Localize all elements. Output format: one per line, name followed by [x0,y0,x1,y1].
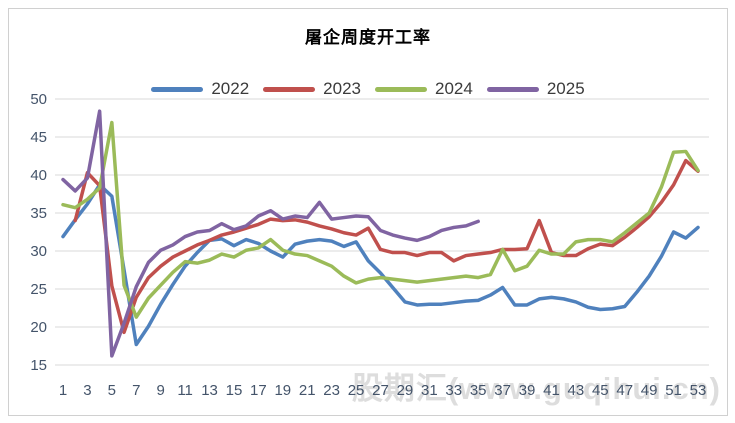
x-tick-label-21: 21 [299,382,316,399]
x-tick-label-31: 31 [421,382,438,399]
y-tick-label-30: 30 [30,243,47,260]
legend-label-2024: 2024 [435,79,473,98]
x-tick-label-45: 45 [592,382,609,399]
series-line-2023 [73,158,700,335]
legend-item-2022: 2022 [151,79,249,99]
watermark: 股期汇(www.guqihui.cn) [352,371,721,406]
y-tick-label-50: 50 [30,91,47,108]
gridlines [55,98,709,366]
x-tick-label-41: 41 [543,382,560,399]
x-tick-label-11: 11 [177,382,193,399]
x-tick-label-15: 15 [226,382,243,399]
y-tick-label-45: 45 [30,129,47,146]
x-tick-label-27: 27 [372,382,389,399]
x-tick-label-3: 3 [83,382,91,399]
x-tick-label-47: 47 [616,382,633,399]
chart-title: 屠企周度开工率 [305,28,431,47]
chart-card: 股期汇(www.guqihui.cn) 15 20 25 30 35 40 45 50 1 3 5 7 9… [8,8,728,416]
legend-item-2025: 2025 [486,79,585,99]
x-tick-label-49: 49 [641,382,658,399]
x-tick-label-17: 17 [250,382,267,399]
series-line-2025 [61,109,480,358]
legend-swatch-2022 [151,86,204,92]
y-tick-label-35: 35 [30,205,47,222]
x-tick-label-13: 13 [201,382,218,399]
legend-label-2022: 2022 [211,79,250,98]
x-tick-label-1: 1 [59,382,67,399]
legend-item-2023: 2023 [263,79,361,99]
legend: 2022 2023 2024 2025 [9,79,727,99]
x-tick-label-35: 35 [470,382,487,399]
y-tick-label-25: 25 [30,281,47,298]
legend-swatch-2023 [263,86,316,92]
x-tick-label-9: 9 [157,382,165,399]
series-line-2024 [61,120,700,319]
legend-item-2024: 2024 [375,79,473,99]
x-tick-label-43: 43 [568,382,585,399]
legend-swatch-2024 [375,86,427,92]
x-tick-label-51: 51 [665,382,682,399]
series-line-2022 [61,183,700,347]
x-tick-label-53: 53 [690,382,707,399]
x-tick-label-39: 39 [519,382,536,399]
y-axis-labels: 15 20 25 30 35 40 45 50 [30,91,47,374]
x-tick-label-29: 29 [397,382,414,399]
x-tick-label-19: 19 [274,382,291,399]
x-tick-label-33: 33 [445,382,462,399]
x-tick-label-5: 5 [108,382,116,399]
x-tick-label-37: 37 [494,382,511,399]
legend-label-2025: 2025 [546,79,585,98]
y-tick-label-15: 15 [30,357,47,374]
y-tick-label-40: 40 [30,167,47,184]
x-axis-labels: 1 3 5 7 9 11 13 15 17 19 21 23 25 27 29 31 33 35 37 39 41 43 4… [59,382,707,399]
x-tick-label-25: 25 [348,382,365,399]
legend-swatch-2025 [486,86,539,92]
y-tick-label-20: 20 [30,319,47,336]
legend-label-2023: 2023 [323,79,361,98]
x-tick-label-7: 7 [132,382,140,399]
x-tick-label-23: 23 [323,382,340,399]
